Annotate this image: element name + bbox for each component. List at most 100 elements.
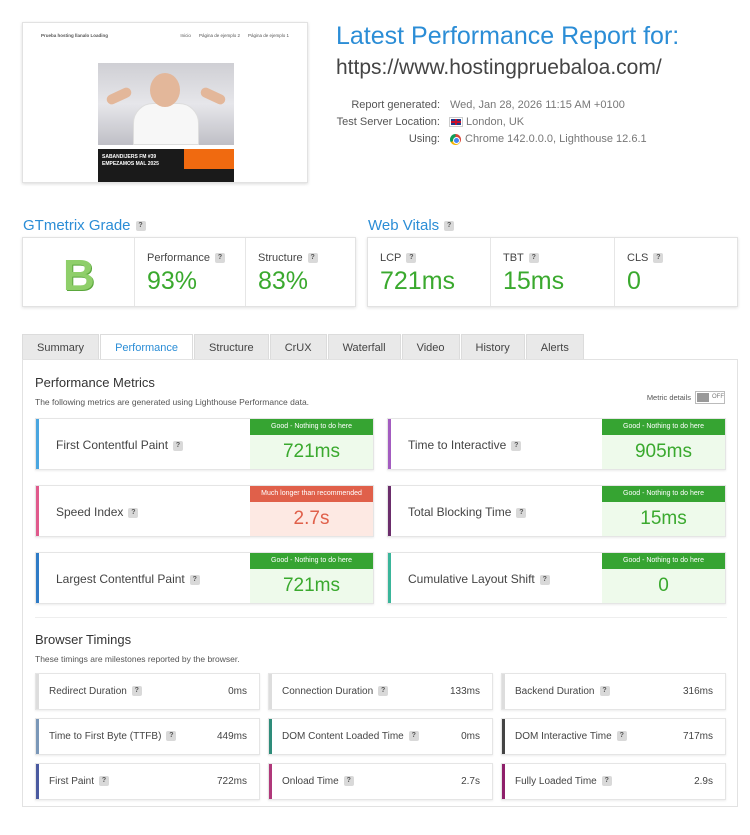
help-icon[interactable]: ? [408, 731, 419, 742]
tab-alerts[interactable]: Alerts [525, 334, 584, 360]
metric-name: Largest Contentful Paint? [56, 572, 200, 586]
performance-value: 93% [147, 267, 198, 295]
help-icon[interactable]: ? [539, 574, 550, 585]
section-divider [35, 617, 727, 618]
thumbnail-hero-image [98, 63, 234, 145]
tab-performance[interactable]: Performance [100, 334, 194, 360]
gtmetrix-grade-heading-text: GTmetrix Grade [23, 217, 131, 234]
structure-value: 83% [258, 267, 309, 295]
help-icon[interactable]: ? [616, 731, 627, 742]
tab-waterfall[interactable]: Waterfall [327, 334, 401, 360]
tbt-value: 15ms [503, 267, 565, 295]
help-icon[interactable]: ? [131, 686, 142, 697]
metric-color-bar [388, 486, 391, 536]
help-icon[interactable]: ? [128, 507, 139, 518]
help-icon[interactable]: ? [189, 574, 200, 585]
grade-letter: B [63, 251, 95, 300]
using-label: Using: [408, 133, 440, 145]
thumbnail-nav: Inicio Página de ejemplo 2 Página de eje… [180, 33, 289, 38]
timing-color-bar [269, 764, 272, 799]
tab-structure[interactable]: Structure [194, 334, 269, 360]
help-icon[interactable]: ? [444, 221, 455, 232]
metric-score: Good - Nothing to do here 721ms [250, 553, 373, 603]
performance-metric-card: Speed Index? Much longer than recommended… [35, 485, 374, 537]
help-icon[interactable]: ? [528, 253, 539, 264]
help-icon[interactable]: ? [307, 253, 318, 264]
metric-color-bar [36, 419, 39, 469]
metric-name: First Contentful Paint? [56, 438, 184, 452]
browser-timings-heading: Browser Timings [35, 632, 132, 647]
timing-value: 2.9s [694, 776, 713, 787]
thumbnail-site-name: Prueba hosting llanalo Loading [41, 33, 109, 38]
thumbnail-header: Prueba hosting llanalo Loading Inicio Pá… [23, 23, 307, 47]
help-icon[interactable]: ? [378, 686, 389, 697]
timing-name-text: DOM Interactive Time [515, 731, 612, 742]
metric-value: 0 [658, 575, 669, 596]
timing-color-bar [36, 719, 39, 754]
report-generated-value: Wed, Jan 28, 2026 11:15 AM +0100 [450, 99, 625, 111]
help-icon[interactable]: ? [406, 253, 417, 264]
performance-metrics-heading: Performance Metrics [35, 375, 155, 390]
report-generated-row: Report generated: Wed, Jan 28, 2026 11:1… [326, 99, 726, 115]
tab-video[interactable]: Video [401, 334, 460, 360]
metric-status-badge: Good - Nothing to do here [602, 553, 725, 569]
timing-name-text: Fully Loaded Time [515, 776, 597, 787]
metric-score: Good - Nothing to do here 721ms [250, 419, 373, 469]
help-icon[interactable]: ? [343, 776, 354, 787]
help-icon[interactable]: ? [601, 776, 612, 787]
tab-crux[interactable]: CrUX [269, 334, 327, 360]
metric-value: 905ms [634, 441, 693, 462]
help-icon[interactable]: ? [653, 253, 664, 264]
metric-color-bar [388, 419, 391, 469]
lcp-value: 721ms [380, 267, 456, 295]
thumbnail-banner-line1: SABANDIJERS FM #39 [102, 154, 157, 160]
performance-metric-card: Total Blocking Time? Good - Nothing to do… [387, 485, 726, 537]
tab-history[interactable]: History [460, 334, 525, 360]
browser-timing-card: DOM Interactive Time? 717ms [501, 718, 726, 755]
help-icon[interactable]: ? [135, 221, 146, 232]
tab-summary[interactable]: Summary [22, 334, 100, 360]
metric-details-switch[interactable]: OFF [695, 391, 725, 404]
report-url[interactable]: https://www.hostingpruebaloa.com/ [336, 56, 662, 79]
timing-color-bar [269, 719, 272, 754]
timing-name-text: Connection Duration [282, 686, 374, 697]
metric-value: 2.7s [293, 508, 330, 529]
web-vitals-card: LCP? 721ms TBT? 15ms CLS? 0 [367, 237, 738, 307]
metric-details-toggle[interactable]: Metric details OFF [647, 391, 725, 404]
gtmetrix-grade-card: B Performance? 93% Structure? 83% [22, 237, 356, 307]
timing-color-bar [36, 764, 39, 799]
help-icon[interactable]: ? [511, 440, 522, 451]
help-icon[interactable]: ? [599, 686, 610, 697]
timing-name: Redirect Duration? [49, 686, 142, 697]
metric-color-bar [36, 486, 39, 536]
tbt-cell: TBT? 15ms [491, 238, 615, 306]
timing-value: 722ms [216, 776, 247, 787]
metric-name: Cumulative Layout Shift? [408, 572, 550, 586]
chrome-icon [450, 133, 461, 145]
metric-score: Good - Nothing to do here 15ms [602, 486, 725, 536]
metric-name: Total Blocking Time? [408, 505, 527, 519]
timing-name-text: First Paint [49, 776, 95, 787]
timing-color-bar [269, 674, 272, 709]
timing-value: 717ms [682, 731, 713, 742]
timing-value: 316ms [682, 686, 713, 697]
performance-metric-card: Time to Interactive? Good - Nothing to do… [387, 418, 726, 470]
performance-metric-card: First Contentful Paint? Good - Nothing to… [35, 418, 374, 470]
thumbnail-nav-item: Página de ejemplo 1 [247, 33, 289, 38]
timing-name-text: Onload Time [282, 776, 339, 787]
help-icon[interactable]: ? [516, 507, 527, 518]
metric-status-badge: Good - Nothing to do here [250, 419, 373, 435]
metric-score: Good - Nothing to do here 0 [602, 553, 725, 603]
cls-value: 0 [627, 267, 641, 295]
help-icon[interactable]: ? [99, 776, 110, 787]
help-icon[interactable]: ? [173, 440, 184, 451]
timing-name: Onload Time? [282, 776, 354, 787]
cls-cell: CLS? 0 [615, 238, 739, 306]
metric-name-text: Largest Contentful Paint [56, 572, 185, 586]
timing-name: Fully Loaded Time? [515, 776, 612, 787]
cls-label: CLS [627, 252, 649, 264]
page-screenshot-thumbnail[interactable]: Prueba hosting llanalo Loading Inicio Pá… [22, 22, 308, 183]
help-icon[interactable]: ? [166, 731, 177, 742]
help-icon[interactable]: ? [214, 253, 225, 264]
metric-name-text: First Contentful Paint [56, 438, 169, 452]
